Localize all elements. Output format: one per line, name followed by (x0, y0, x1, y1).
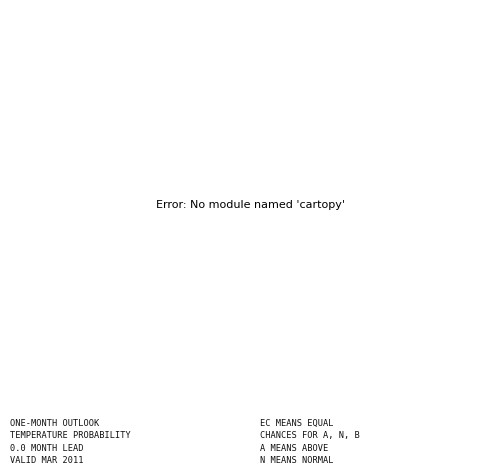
Text: EC MEANS EQUAL
CHANCES FOR A, N, B
A MEANS ABOVE
N MEANS NORMAL
B MEANS BELOW: EC MEANS EQUAL CHANCES FOR A, N, B A MEA… (260, 418, 360, 465)
Text: ONE-MONTH OUTLOOK
TEMPERATURE PROBABILITY
0.0 MONTH LEAD
VALID MAR 2011
MADE 28 : ONE-MONTH OUTLOOK TEMPERATURE PROBABILIT… (10, 418, 131, 465)
Text: Error: No module named 'cartopy': Error: No module named 'cartopy' (156, 199, 344, 210)
